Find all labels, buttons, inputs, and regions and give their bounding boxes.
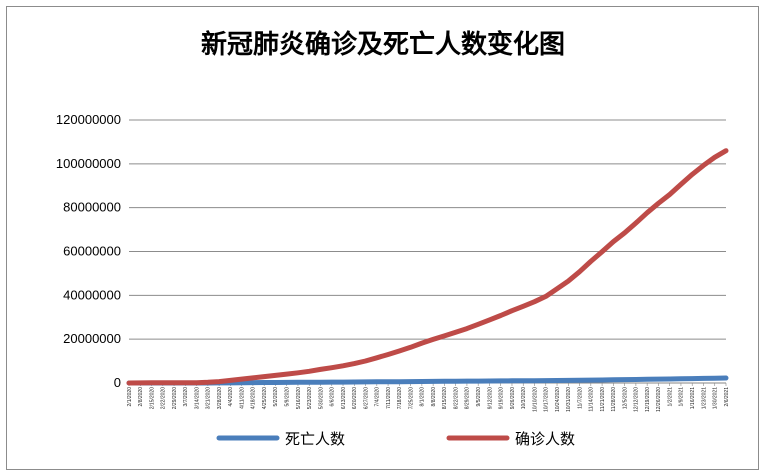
x-axis-tick-labels: 2/1/2020 2/8/2020 2/15/2020 2/22/2020 2/29/2…: [127, 387, 730, 412]
x-tick-label: 8/22/2020: [453, 387, 459, 409]
x-tick-label: 11/14/2020: [589, 387, 595, 412]
x-tick-label: 5/30/2020: [318, 387, 324, 409]
x-tick-label: 1/23/2021: [701, 387, 707, 409]
x-tick-label: 1/9/2021: [679, 387, 685, 407]
x-tick-label: 2/8/2020: [138, 387, 144, 407]
x-tick-label: 7/18/2020: [397, 387, 403, 409]
x-tick-label: 5/23/2020: [307, 387, 313, 409]
x-tick-label: 7/25/2020: [408, 387, 414, 409]
line-chart: 新冠肺炎确诊及死亡人数变化图 0 20000000 40000000 60000000…: [56, 29, 730, 448]
y-axis-tick-labels: 0 20000000 40000000 60000000 80000000 1000000…: [56, 112, 121, 390]
x-tick-label: 9/5/2020: [476, 387, 482, 407]
x-tick-label: 8/29/2020: [465, 387, 471, 409]
x-tick-label: 10/31/2020: [566, 387, 572, 412]
x-tick-label: 4/18/2020: [251, 387, 257, 409]
x-tick-label: 11/21/2020: [600, 387, 606, 412]
x-tick-label: 6/13/2020: [341, 387, 347, 409]
series-line-2: [126, 148, 729, 386]
x-tick-label: 6/27/2020: [363, 387, 369, 409]
x-tick-label: 12/19/2020: [645, 387, 651, 412]
x-tick-label: 5/9/2020: [284, 387, 290, 407]
x-tick-label: 7/11/2020: [386, 387, 392, 409]
x-tick-label: 4/4/2020: [228, 387, 234, 407]
x-tick-label: 3/28/2020: [217, 387, 223, 409]
x-tick-label: 12/5/2020: [622, 387, 628, 409]
legend-label: 死亡人数: [285, 430, 345, 448]
y-tick-label: 80000000: [63, 200, 121, 215]
x-tick-label: 2/15/2020: [149, 387, 155, 409]
x-tick-label: 10/24/2020: [555, 387, 561, 412]
x-tick-label: 11/28/2020: [611, 387, 617, 412]
x-tick-label: 4/11/2020: [239, 387, 245, 409]
legend-label: 确诊人数: [515, 430, 575, 448]
x-tick-label: 10/10/2020: [532, 387, 538, 412]
x-tick-label: 1/30/2021: [713, 387, 719, 409]
x-tick-label: 2/22/2020: [161, 387, 167, 409]
legend: 死亡人数 确诊人数: [216, 430, 575, 448]
x-tick-label: 12/26/2020: [656, 387, 662, 412]
x-tick-label: 6/6/2020: [330, 387, 336, 407]
grid-lines: [128, 119, 727, 386]
x-tick-label: 2/29/2020: [172, 387, 178, 409]
y-tick-label: 100000000: [56, 156, 121, 171]
x-tick-label: 12/12/2020: [634, 387, 640, 412]
x-tick-label: 3/21/2020: [206, 387, 212, 409]
series-lines: [126, 148, 729, 386]
x-tick-label: 2/6/2021: [724, 387, 730, 407]
chart-frame: 新冠肺炎确诊及死亡人数变化图 0 20000000 40000000 60000000…: [6, 6, 759, 470]
y-tick-label: 20000000: [63, 331, 121, 346]
x-tick-label: 5/16/2020: [296, 387, 302, 409]
x-tick-label: 11/7/2020: [577, 387, 583, 409]
x-tick-label: 5/2/2020: [273, 387, 279, 407]
x-tick-label: 8/8/2020: [431, 387, 437, 407]
chart-title: 新冠肺炎确诊及死亡人数变化图: [201, 29, 565, 60]
x-tick-label: 8/15/2020: [442, 387, 448, 409]
x-tick-label: 2/1/2020: [127, 387, 133, 407]
x-tick-label: 3/7/2020: [183, 387, 189, 407]
x-tick-label: 1/16/2021: [690, 387, 696, 409]
y-tick-label: 60000000: [63, 244, 121, 259]
y-tick-label: 40000000: [63, 287, 121, 302]
x-tick-label: 9/19/2020: [499, 387, 505, 409]
x-tick-label: 6/20/2020: [352, 387, 358, 409]
x-tick-label: 10/17/2020: [544, 387, 550, 412]
y-tick-label: 0: [114, 375, 121, 390]
x-tick-label: 9/26/2020: [510, 387, 516, 409]
x-tick-label: 10/3/2020: [521, 387, 527, 409]
x-tick-label: 8/1/2020: [420, 387, 426, 407]
x-tick-label: 9/12/2020: [487, 387, 493, 409]
x-tick-label: 1/2/2021: [667, 387, 673, 407]
x-tick-label: 7/4/2020: [375, 387, 381, 407]
x-tick-label: 3/14/2020: [194, 387, 200, 409]
y-tick-label: 120000000: [56, 112, 121, 127]
x-tick-label: 4/25/2020: [262, 387, 268, 409]
